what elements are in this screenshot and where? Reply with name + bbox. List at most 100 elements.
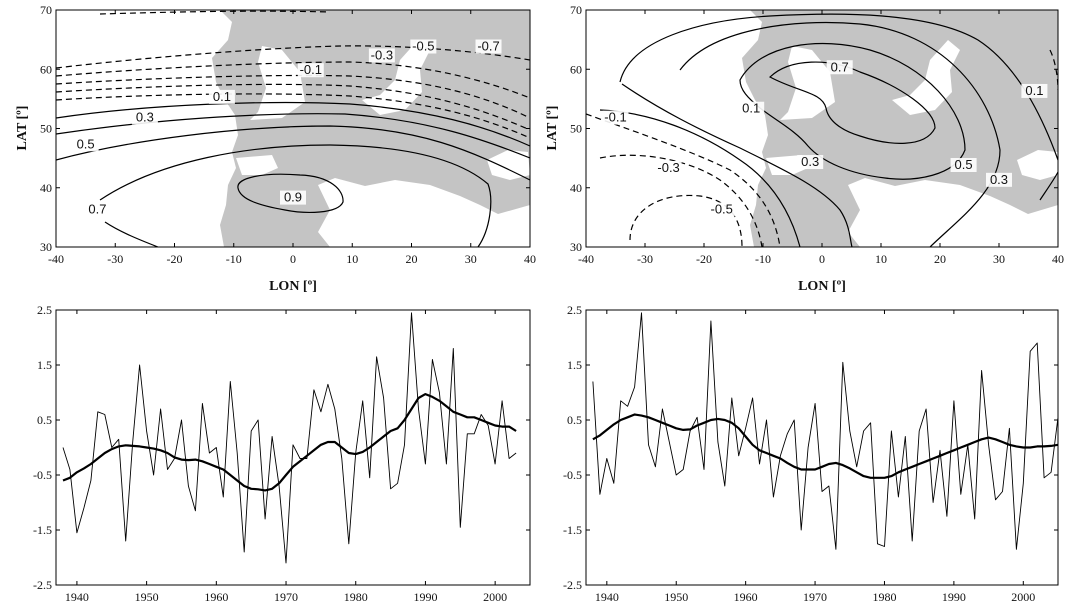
- x-tick-label: 2000: [1011, 590, 1035, 604]
- contour-label-bg: [950, 158, 977, 173]
- x-tick-label: -20: [696, 252, 712, 266]
- axis-ticks: 1940 1950 1960 1970 1980 1990 2000 2.5 1.5 0.5 -0.…: [33, 303, 530, 604]
- contour-label: -0.3: [657, 160, 679, 175]
- contour-label-bg: [410, 39, 437, 54]
- y-tick-label: -1.5: [33, 523, 52, 537]
- x-tick-label: 1950: [664, 590, 688, 604]
- x-tick-label: 1960: [204, 590, 228, 604]
- contour-line: [1039, 171, 1058, 201]
- timeseries-panel-left: 1940 1950 1960 1970 1980 1990 2000 2.5 1.5 0.5 -0.…: [33, 303, 531, 604]
- y-tick-label: 70: [40, 3, 52, 17]
- y-tick-label: 2.5: [567, 303, 582, 317]
- x-tick-label: -40: [578, 252, 594, 266]
- x-tick-label: 40: [524, 252, 536, 266]
- contour-label: -0.7: [477, 39, 499, 54]
- contour-line: [56, 125, 530, 181]
- y-tick-label: -2.5: [33, 578, 52, 592]
- x-tick-label: 1940: [65, 590, 89, 604]
- map-panel-right: 0.7 0.1 -0.1 -0.3 -0.5 0.3 0.5 0.3 0.1 -40 -30 -20…: [545, 3, 1064, 294]
- contour-line: [629, 194, 743, 247]
- contour-label: -0.5: [412, 39, 434, 54]
- axis-ticks: -40 -30 -20 -10 0 10 20 30 40 30 40 50 60 70: [570, 3, 1064, 266]
- map-panel-left: 0.9 0.7 0.5 0.3 0.1 -0.1 -0.3 -0.5 -0.7 -40 -30 -2…: [15, 3, 536, 294]
- x-axis-label: LON [º]: [798, 279, 846, 294]
- y-tick-label: 40: [570, 181, 582, 195]
- contour-line: [237, 173, 344, 213]
- axis-ticks: 1940 1950 1960 1970 1980 1990 2000 2.5 1.5 0.5 -0.…: [563, 303, 1058, 604]
- y-tick-label: 30: [570, 240, 582, 254]
- contour-label-bg: [297, 63, 324, 78]
- contour-line: [104, 221, 159, 247]
- y-tick-label: 2.5: [37, 303, 52, 317]
- contour-line: [739, 42, 966, 180]
- y-tick-label: 0.5: [567, 413, 582, 427]
- x-tick-label: 10: [346, 252, 358, 266]
- sea-mask: [56, 10, 530, 247]
- y-tick-label: 1.5: [567, 358, 582, 372]
- contour-line: [679, 21, 1001, 247]
- contour-label-bg: [84, 202, 111, 217]
- x-tick-label: -20: [167, 252, 183, 266]
- contour-line: [56, 45, 530, 69]
- contour-label-bg: [655, 160, 682, 175]
- x-tick-label: 2000: [483, 590, 507, 604]
- smoothed-series-line: [592, 413, 1058, 479]
- x-tick-label: -30: [637, 252, 653, 266]
- y-tick-label: 40: [40, 181, 52, 195]
- contour-label: -0.3: [371, 47, 393, 62]
- y-tick-label: 50: [570, 122, 582, 136]
- contour-line: [99, 10, 331, 15]
- y-axis-label: LAT [º]: [15, 106, 30, 151]
- contour-line: [621, 83, 853, 247]
- x-tick-label: 0: [290, 252, 296, 266]
- x-tick-label: 1980: [344, 590, 368, 604]
- sea-mask: [586, 10, 1058, 247]
- contour-label-bg: [602, 110, 629, 125]
- axis-ticks: -40 -30 -20 -10 0 10 20 30 40 30 40 50 60 70: [40, 3, 536, 266]
- contour-label: 0.1: [1025, 83, 1043, 98]
- x-tick-label: 1990: [942, 590, 966, 604]
- contour-label: 0.3: [990, 172, 1008, 187]
- y-tick-label: 50: [40, 122, 52, 136]
- x-tick-label: 10: [875, 252, 887, 266]
- x-tick-label: 0: [819, 252, 825, 266]
- y-tick-label: -0.5: [563, 468, 582, 482]
- contour-label-bg: [475, 39, 502, 54]
- x-tick-label: 1990: [413, 590, 437, 604]
- contour-label-bg: [368, 48, 395, 63]
- contour-line: [56, 93, 530, 139]
- contour-label-bg: [72, 137, 99, 152]
- x-tick-label: 1960: [734, 590, 758, 604]
- contour-line: [56, 83, 530, 131]
- contour-label-bg: [208, 89, 235, 104]
- y-tick-label: 60: [570, 62, 582, 76]
- contour-label: -0.1: [300, 62, 322, 77]
- y-tick-label: -1.5: [563, 523, 582, 537]
- x-tick-label: 20: [934, 252, 946, 266]
- x-tick-label: 40: [1052, 252, 1064, 266]
- contour-line: [1049, 49, 1058, 91]
- contour-label: 0.9: [284, 190, 302, 205]
- x-tick-label: 1970: [803, 590, 827, 604]
- contour-label: 0.3: [801, 154, 819, 169]
- y-tick-label: 0.5: [37, 413, 52, 427]
- x-tick-label: -10: [755, 252, 771, 266]
- y-tick-label: 1.5: [37, 358, 52, 372]
- contour-line: [56, 101, 530, 147]
- contour-lines: [586, 13, 1058, 247]
- x-tick-label: 1940: [595, 590, 619, 604]
- x-tick-label: 30: [993, 252, 1005, 266]
- x-tick-label: 1980: [872, 590, 896, 604]
- contour-line: [56, 74, 530, 119]
- contour-line: [56, 61, 530, 99]
- contour-label: 0.5: [955, 157, 973, 172]
- x-tick-label: -10: [226, 252, 242, 266]
- x-tick-label: 1970: [274, 590, 298, 604]
- smoothed-series-line: [62, 393, 517, 492]
- contour-label-bg: [797, 155, 824, 170]
- series-group: [62, 312, 517, 564]
- x-tick-label: 1950: [135, 590, 159, 604]
- contour-line: [586, 113, 781, 247]
- y-tick-label: 30: [40, 240, 52, 254]
